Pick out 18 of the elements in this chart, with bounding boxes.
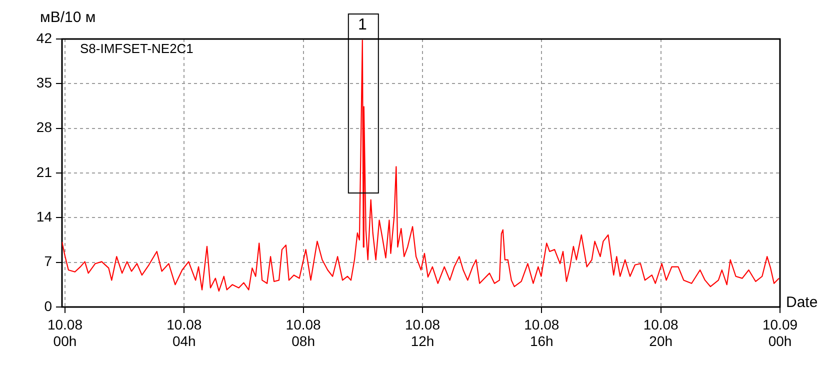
x-tick-label: 10.09 00h xyxy=(762,316,798,350)
y-tick-label: 7 xyxy=(44,253,52,270)
text: S8-IMFSET-NE2C1 xyxy=(80,41,194,56)
y-tick-label: 42 xyxy=(36,30,52,46)
y-tick-label: 14 xyxy=(36,208,52,225)
y-axis-title: мВ/10 м xyxy=(40,9,96,26)
x-tick-label: 10.08 04h xyxy=(166,316,202,350)
y-tick-label: 21 xyxy=(36,164,52,180)
x-axis-title: Date xyxy=(786,294,818,311)
text: 1 xyxy=(358,16,367,34)
x-tick-label: 10.08 00h xyxy=(47,316,83,350)
y-tick-label: 35 xyxy=(36,74,52,91)
x-tick-label: 10.08 16h xyxy=(524,316,560,350)
x-tick-label: 10.08 20h xyxy=(643,316,679,350)
x-tick-label: 10.08 12h xyxy=(404,316,440,350)
x-tick-label: 10.08 08h xyxy=(286,316,322,350)
y-tick-label: 28 xyxy=(36,119,52,136)
y-tick-label: 0 xyxy=(44,298,52,314)
